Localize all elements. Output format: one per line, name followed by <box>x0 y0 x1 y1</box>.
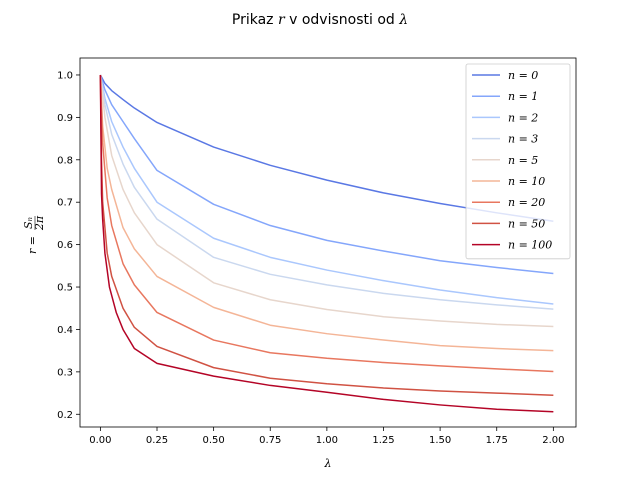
legend-label: n = 50 <box>508 217 545 230</box>
series-line <box>99 74 554 305</box>
x-tick-label: 1.25 <box>372 435 394 446</box>
legend-label: n = 1 <box>508 90 538 103</box>
y-tick-label: 0.4 <box>57 325 73 336</box>
x-axis-label: λ <box>324 457 332 470</box>
x-tick-label: 0.00 <box>89 435 111 446</box>
y-tick-label: 1.0 <box>57 70 73 81</box>
y-tick-label: 0.8 <box>57 155 73 166</box>
legend-label: n = 5 <box>508 154 538 167</box>
series-line <box>99 74 554 373</box>
series-line <box>99 74 554 328</box>
legend-label: n = 20 <box>508 196 545 209</box>
x-tick-label: 0.75 <box>259 435 281 446</box>
legend-label: n = 3 <box>508 133 538 146</box>
svg-text:Sₙ: Sₙ <box>22 217 35 229</box>
series-line <box>99 74 554 275</box>
series-line <box>99 74 554 396</box>
y-tick-label: 0.7 <box>57 198 73 209</box>
chart-title: Prikaz r v odvisnosti od λ <box>232 12 408 28</box>
legend: n = 0 n = 1 n = 2 n = 3 n = 5 n = 10 n = 20 n =… <box>465 63 571 260</box>
svg-text:2π: 2π <box>33 215 46 231</box>
legend-label: n = 2 <box>508 111 538 124</box>
y-tick-label: 0.2 <box>57 410 73 421</box>
y-tick-label: 0.6 <box>57 240 73 251</box>
series-line <box>99 74 554 223</box>
x-tick-label: 1.50 <box>429 435 451 446</box>
x-tick-label: 1.00 <box>316 435 338 446</box>
legend-label: n = 0 <box>508 69 538 82</box>
legend-label: n = 100 <box>508 239 552 252</box>
series-line <box>99 74 554 310</box>
svg-text:r =: r = <box>26 236 39 254</box>
plot-frame <box>79 57 577 428</box>
legend-label: n = 10 <box>508 175 545 188</box>
series-line <box>99 74 554 413</box>
y-tick-label: 0.5 <box>57 283 73 294</box>
series-line <box>99 74 554 352</box>
y-tick-label: 0.9 <box>57 113 73 124</box>
legend-box <box>465 63 571 260</box>
x-tick-label: 0.50 <box>202 435 224 446</box>
x-tick-label: 1.75 <box>486 435 508 446</box>
y-axis-label: r = Sₙ 2π <box>22 215 46 254</box>
x-tick-label: 0.25 <box>146 435 168 446</box>
x-tick-label: 2.00 <box>542 435 564 446</box>
y-tick-label: 0.3 <box>57 367 73 378</box>
